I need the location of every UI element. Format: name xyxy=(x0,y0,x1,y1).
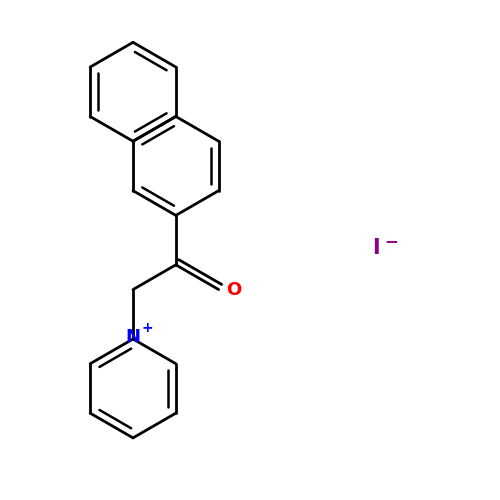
Text: −: − xyxy=(384,232,398,250)
Text: I: I xyxy=(372,238,380,258)
Text: +: + xyxy=(141,321,152,335)
Text: N: N xyxy=(126,328,140,345)
Text: O: O xyxy=(226,280,242,298)
